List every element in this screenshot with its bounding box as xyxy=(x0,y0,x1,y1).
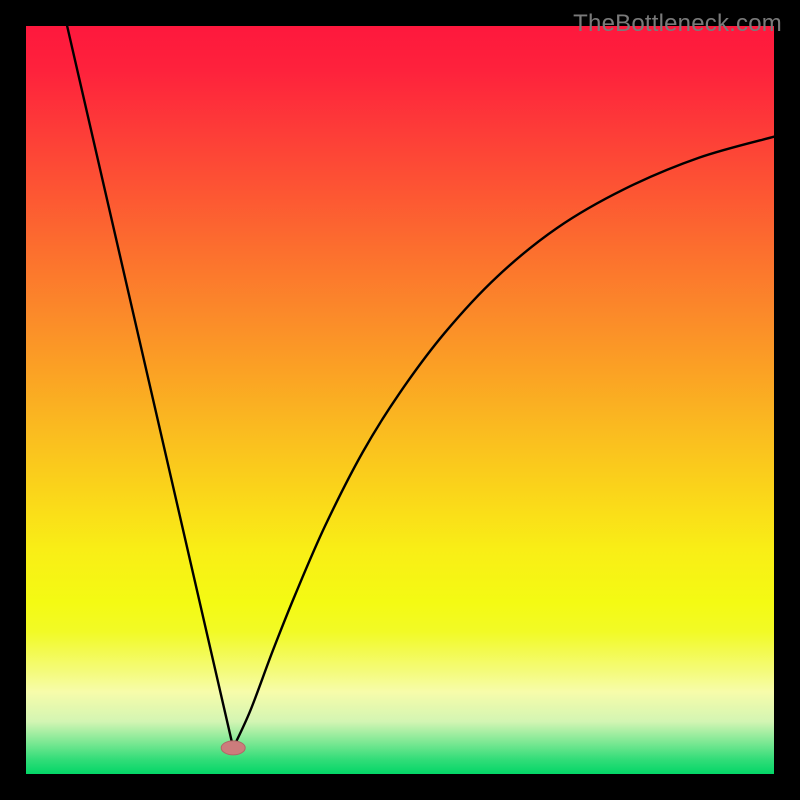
chart-canvas: TheBottleneck.com xyxy=(0,0,800,800)
watermark-text: TheBottleneck.com xyxy=(573,10,782,38)
vertex-marker xyxy=(221,741,245,755)
chart-svg xyxy=(0,0,800,800)
plot-background xyxy=(26,26,774,774)
